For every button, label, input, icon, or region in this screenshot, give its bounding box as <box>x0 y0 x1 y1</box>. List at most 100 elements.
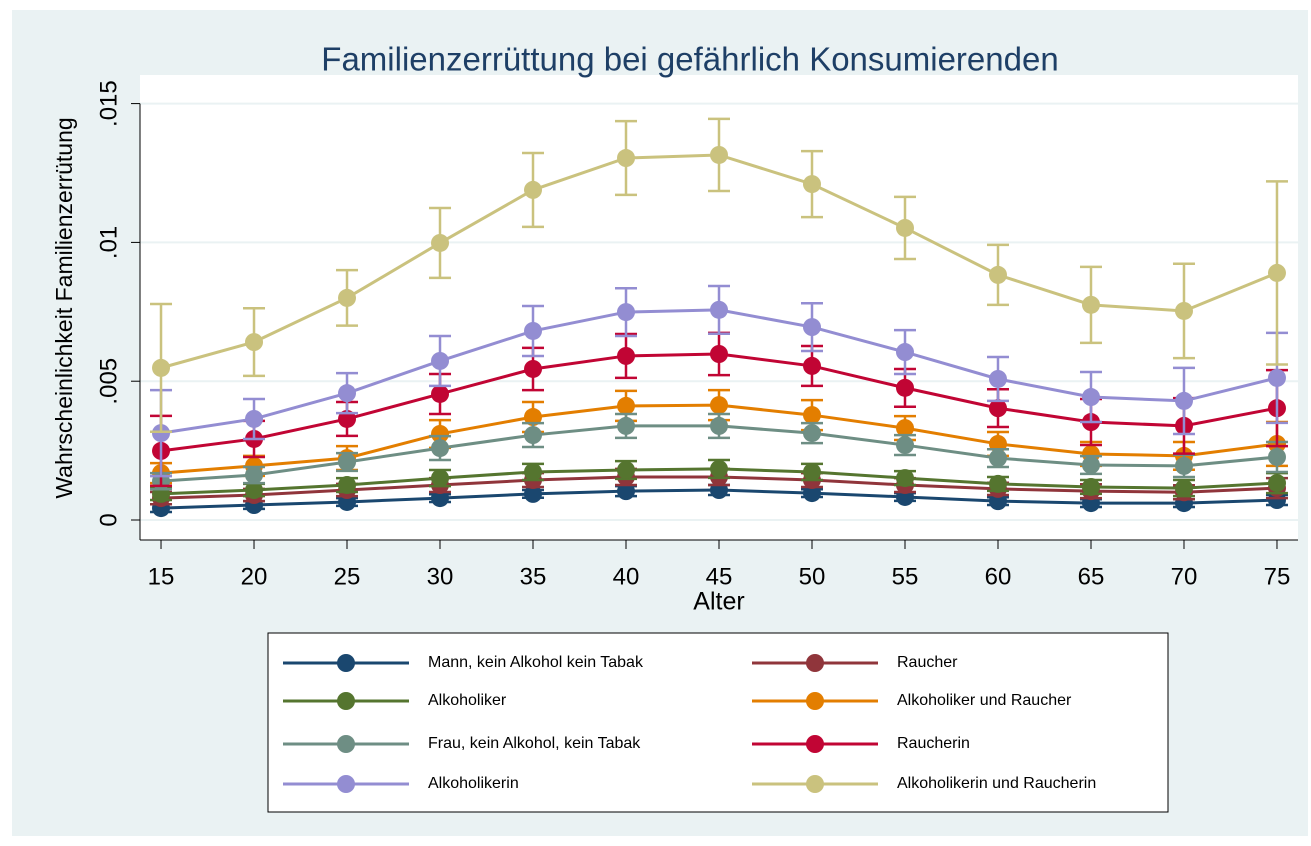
point <box>524 180 543 199</box>
x-axis-label: Alter <box>693 588 744 616</box>
legend-label: Alkoholiker und Raucher <box>897 692 1072 709</box>
legend-label: Alkoholikerin <box>428 775 519 792</box>
legend-marker <box>337 692 355 710</box>
point <box>431 351 450 370</box>
legend-marker <box>337 775 355 793</box>
point <box>1174 301 1193 320</box>
point <box>895 378 914 397</box>
point <box>988 449 1007 468</box>
point <box>431 424 450 443</box>
y-tick-label: 0 <box>95 513 122 526</box>
point <box>802 318 821 337</box>
point <box>802 462 821 481</box>
point <box>895 436 914 455</box>
x-tick-label: 15 <box>148 563 175 590</box>
point <box>802 424 821 443</box>
series <box>150 284 1288 478</box>
legend-label: Alkoholikerin und Raucherin <box>897 775 1096 792</box>
y-tick-label: .01 <box>95 226 122 259</box>
point <box>1267 368 1286 387</box>
point <box>710 345 728 363</box>
point <box>1081 477 1100 496</box>
x-tick-label: 50 <box>799 563 826 590</box>
y-tick-label: .015 <box>95 80 122 127</box>
point <box>710 416 728 435</box>
point <box>524 484 543 503</box>
point <box>988 265 1007 284</box>
point <box>245 409 264 428</box>
point <box>895 218 914 237</box>
point <box>1174 479 1193 498</box>
point <box>431 233 450 252</box>
point <box>802 175 821 194</box>
point <box>617 416 636 435</box>
x-tick-label: 45 <box>706 563 733 590</box>
point <box>1267 474 1286 493</box>
point <box>431 489 450 508</box>
point <box>1081 295 1100 314</box>
point <box>245 333 264 352</box>
point <box>524 321 543 340</box>
x-tick-label: 75 <box>1264 563 1291 590</box>
y-tick-label: .005 <box>95 358 122 405</box>
point <box>245 481 264 500</box>
point <box>338 452 357 471</box>
point <box>895 343 914 362</box>
point <box>524 359 543 378</box>
point <box>338 384 357 403</box>
x-tick-label: 30 <box>427 563 454 590</box>
point <box>338 476 357 495</box>
point <box>617 346 636 365</box>
point <box>152 358 171 377</box>
point <box>617 482 636 501</box>
point <box>895 469 914 488</box>
point <box>1174 391 1193 410</box>
point <box>1081 456 1100 475</box>
point <box>710 396 728 415</box>
x-tick-label: 55 <box>892 563 919 590</box>
point <box>802 406 821 425</box>
point <box>617 396 636 415</box>
legend-marker <box>806 735 824 753</box>
point <box>802 484 821 503</box>
point <box>710 300 728 319</box>
point <box>710 145 728 164</box>
legend-label: Alkoholiker <box>428 692 507 709</box>
point <box>1081 388 1100 407</box>
point <box>524 426 543 445</box>
point <box>617 149 636 168</box>
point <box>524 408 543 427</box>
point <box>524 462 543 481</box>
legend-label: Mann, kein Alkohol kein Tabak <box>428 654 644 671</box>
point <box>988 369 1007 388</box>
point <box>710 459 728 478</box>
legend-marker <box>806 654 824 672</box>
legend-label: Frau, kein Alkohol, kein Tabak <box>428 735 641 752</box>
x-tick-label: 35 <box>520 563 547 590</box>
legend-marker <box>806 692 824 710</box>
legend-marker <box>337 654 355 672</box>
legend-label: Raucher <box>897 654 958 671</box>
x-tick-label: 25 <box>334 563 361 590</box>
x-tick-label: 20 <box>241 563 268 590</box>
chart-title: Familienzerrüttung bei gefährlich Konsum… <box>321 41 1058 78</box>
point <box>895 419 914 438</box>
point <box>338 409 357 428</box>
point <box>988 399 1007 418</box>
legend-box <box>267 632 1169 813</box>
point <box>245 466 264 485</box>
legend-marker <box>337 735 355 753</box>
point <box>617 303 636 322</box>
point <box>431 384 450 403</box>
point <box>431 439 450 458</box>
y-axis-label: Wahrscheinlichkeit Familienzerrütung <box>51 117 77 498</box>
point <box>802 356 821 375</box>
x-tick-label: 40 <box>613 563 640 590</box>
legend-label: Raucherin <box>897 735 970 752</box>
point <box>1267 263 1286 282</box>
point <box>338 288 357 307</box>
x-tick-label: 70 <box>1171 563 1198 590</box>
point <box>988 474 1007 493</box>
